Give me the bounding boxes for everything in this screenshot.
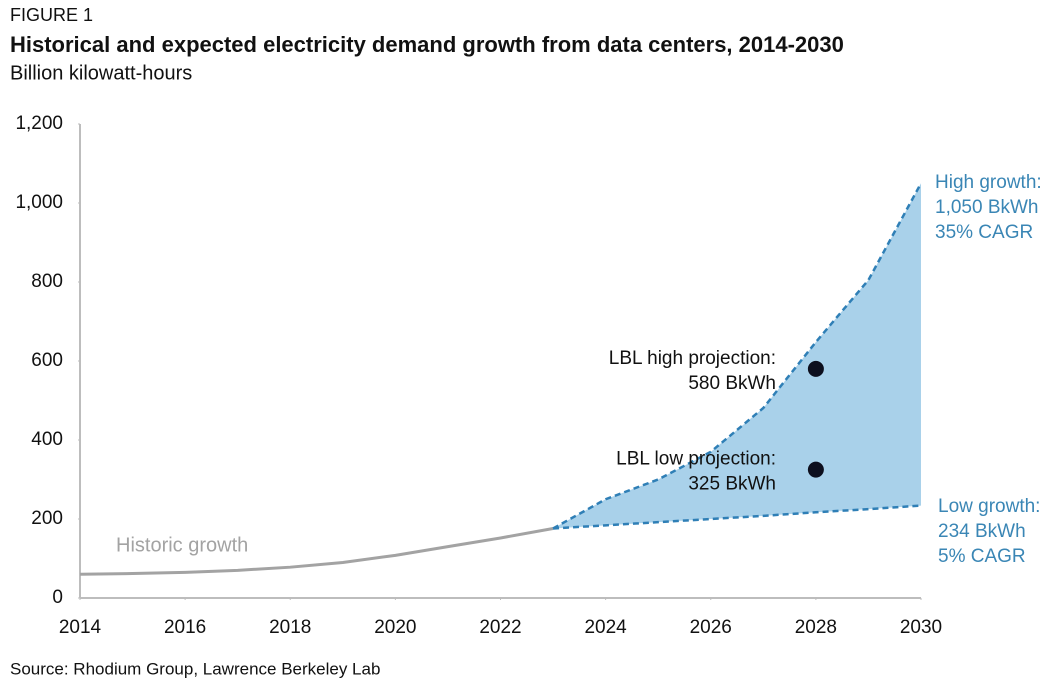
source: Source: Rhodium Group, Lawrence Berkeley… [10, 659, 380, 678]
series-line [79, 527, 554, 576]
point-label: 325 BkWh [688, 474, 776, 495]
y-tick-label: 800 [31, 271, 63, 292]
figure-label: FIGURE 1 [10, 5, 93, 25]
x-tick-label: 2016 [164, 617, 206, 638]
point-label: LBL high projection: [609, 348, 776, 369]
series-annotation: 5% CAGR [938, 546, 1026, 567]
x-tick-label: 2022 [479, 617, 521, 638]
y-tick-label: 1,000 [15, 192, 63, 213]
series-annotation: 35% CAGR [935, 222, 1033, 243]
projection-point [807, 360, 824, 377]
point-label: LBL low projection: [616, 449, 776, 470]
x-tick-label: 2026 [690, 617, 732, 638]
y-tick-label: 0 [52, 587, 63, 608]
series-line [552, 504, 922, 530]
series-annotation: 1,050 BkWh [935, 197, 1039, 218]
y-tick-label: 1,200 [15, 113, 63, 134]
y-tick-label: 600 [31, 350, 63, 371]
series-label: Historic growth [116, 534, 248, 556]
series-annotation: High growth: [935, 172, 1042, 193]
x-tick-label: 2014 [59, 617, 102, 638]
y-tick-label: 200 [31, 508, 63, 529]
x-tick-label: 2024 [584, 617, 627, 638]
series-annotation: Low growth: [938, 496, 1040, 517]
x-tick-label: 2028 [795, 617, 837, 638]
y-tick-label: 400 [31, 429, 63, 450]
point-label: 580 BkWh [688, 373, 776, 394]
range-fill [553, 183, 921, 529]
series-annotation: 234 BkWh [938, 521, 1026, 542]
x-tick-label: 2020 [374, 617, 416, 638]
chart-title: Historical and expected electricity dema… [10, 32, 844, 57]
projection-point [807, 461, 824, 478]
x-tick-label: 2030 [900, 617, 942, 638]
x-tick-label: 2018 [269, 617, 311, 638]
chart-subtitle: Billion kilowatt-hours [10, 62, 192, 84]
